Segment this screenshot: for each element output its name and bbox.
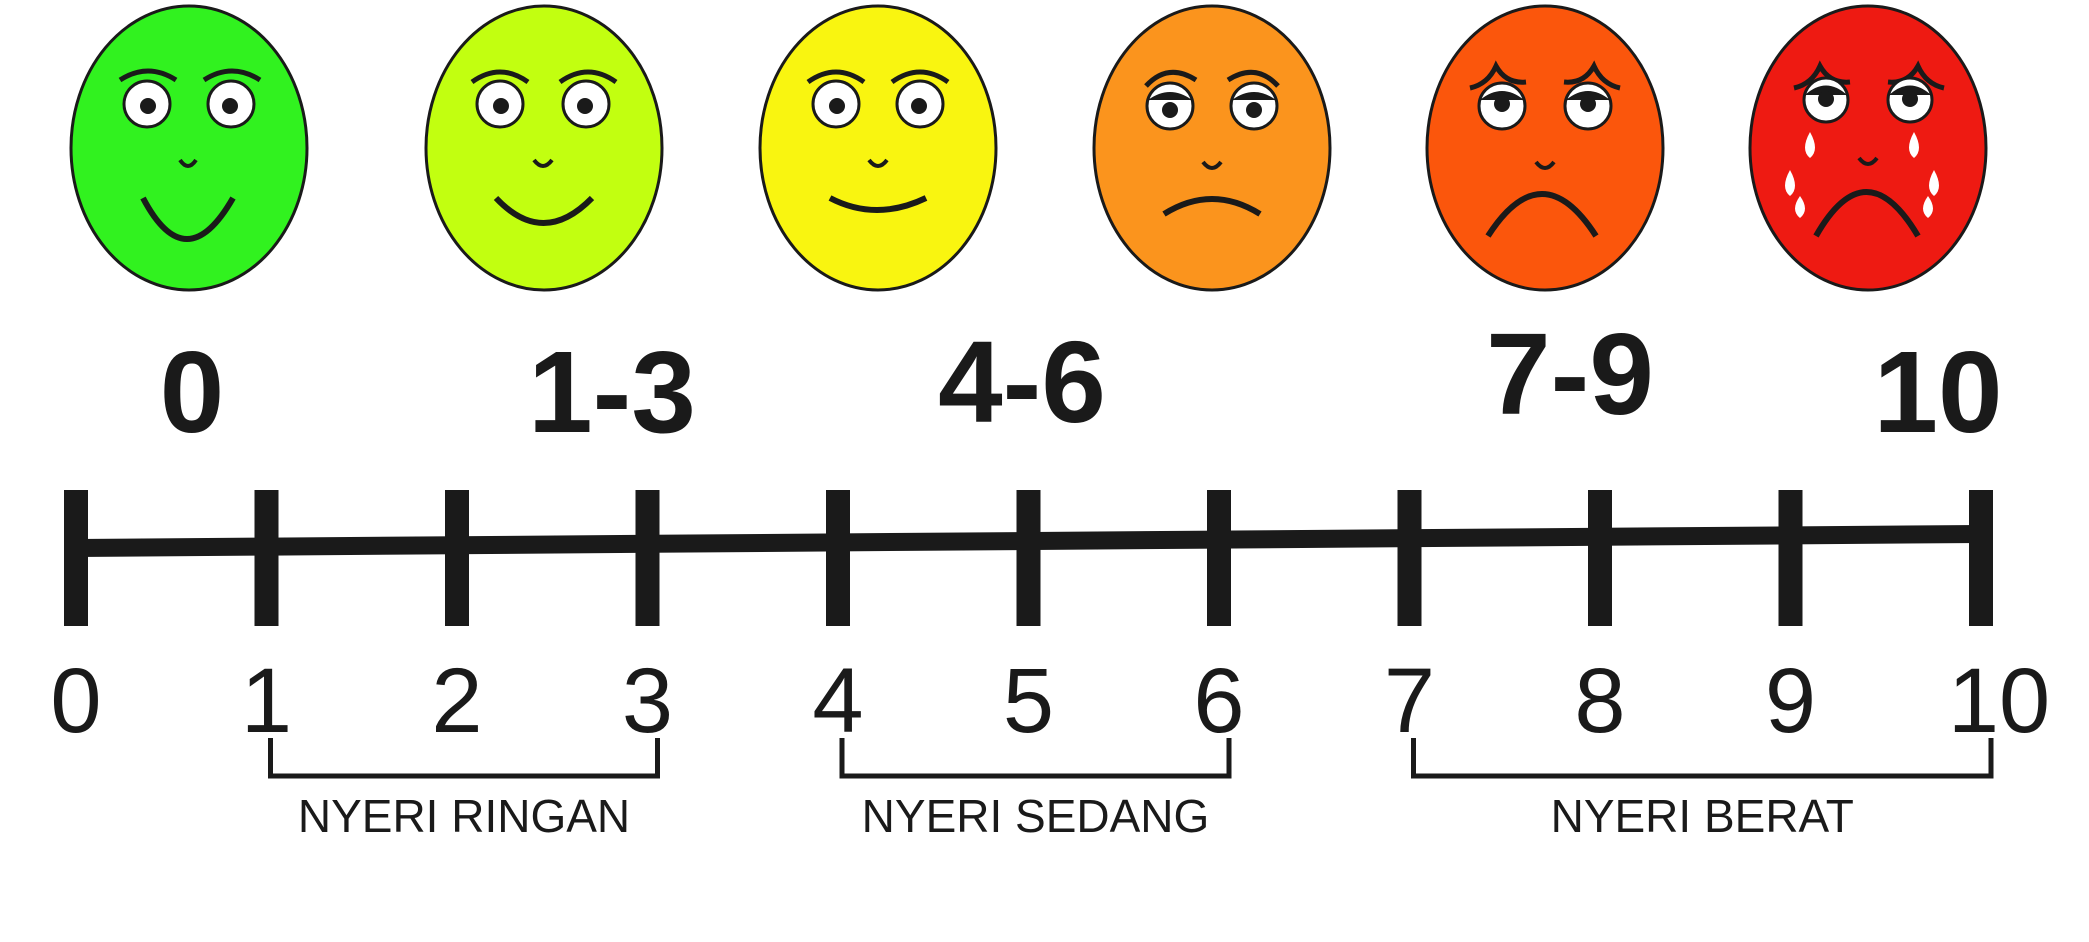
- face-7-9-orange-icon: [1092, 4, 1332, 292]
- category-brackets: NYERI RINGAN NYERI SEDANG NYERI BERAT: [268, 738, 1994, 842]
- range-label-1-3: 1-3: [528, 327, 696, 457]
- tick-label-0: 0: [50, 650, 101, 752]
- faces-row: [69, 4, 1988, 292]
- face-1-3-icon: [424, 4, 664, 292]
- category-bracket-3: [1411, 738, 1994, 779]
- face-0-icon: [69, 4, 309, 292]
- tick-marks: [64, 490, 1993, 626]
- face-10-icon: [1748, 4, 1988, 292]
- face-7-9-sad-icon: [1425, 4, 1665, 292]
- tick-label-2: 2: [431, 650, 482, 752]
- face-7-9-orange-head: [1092, 4, 1332, 292]
- face-7-9-sad-head: [1425, 4, 1665, 292]
- face-0-head: [69, 4, 309, 292]
- range-labels: 0 1-3 4-6 7-9 10: [160, 309, 2003, 457]
- range-label-10: 10: [1873, 327, 2002, 457]
- tick-label-7: 7: [1384, 650, 1435, 752]
- tick-label-4: 4: [812, 650, 863, 752]
- tick-label-3: 3: [622, 650, 673, 752]
- category-label-2: NYERI SEDANG: [862, 790, 1210, 842]
- tick-label-5: 5: [1003, 650, 1054, 752]
- tears-icon: [1785, 132, 1939, 218]
- category-label-3: NYERI BERAT: [1551, 790, 1854, 842]
- face-10-head: [1748, 4, 1988, 292]
- category-bracket-2: [839, 738, 1232, 779]
- tick-label-9: 9: [1765, 650, 1816, 752]
- face-4-6-head: [758, 4, 998, 292]
- range-label-4-6: 4-6: [938, 317, 1106, 447]
- tick-label-6: 6: [1193, 650, 1244, 752]
- tick-label-8: 8: [1574, 650, 1625, 752]
- tick-label-10: 10: [1948, 650, 2050, 752]
- scale-axis: 0 1 2 3 4 5 6 7 8 9 10: [50, 490, 2050, 752]
- face-4-6-icon: [758, 4, 998, 292]
- range-label-7-9: 7-9: [1486, 309, 1654, 439]
- tick-label-1: 1: [241, 650, 292, 752]
- tick-labels: 0 1 2 3 4 5 6 7 8 9 10: [50, 650, 2050, 752]
- category-label-1: NYERI RINGAN: [298, 790, 630, 842]
- face-1-3-head: [424, 4, 664, 292]
- range-label-0: 0: [160, 327, 225, 457]
- category-bracket-1: [268, 738, 660, 779]
